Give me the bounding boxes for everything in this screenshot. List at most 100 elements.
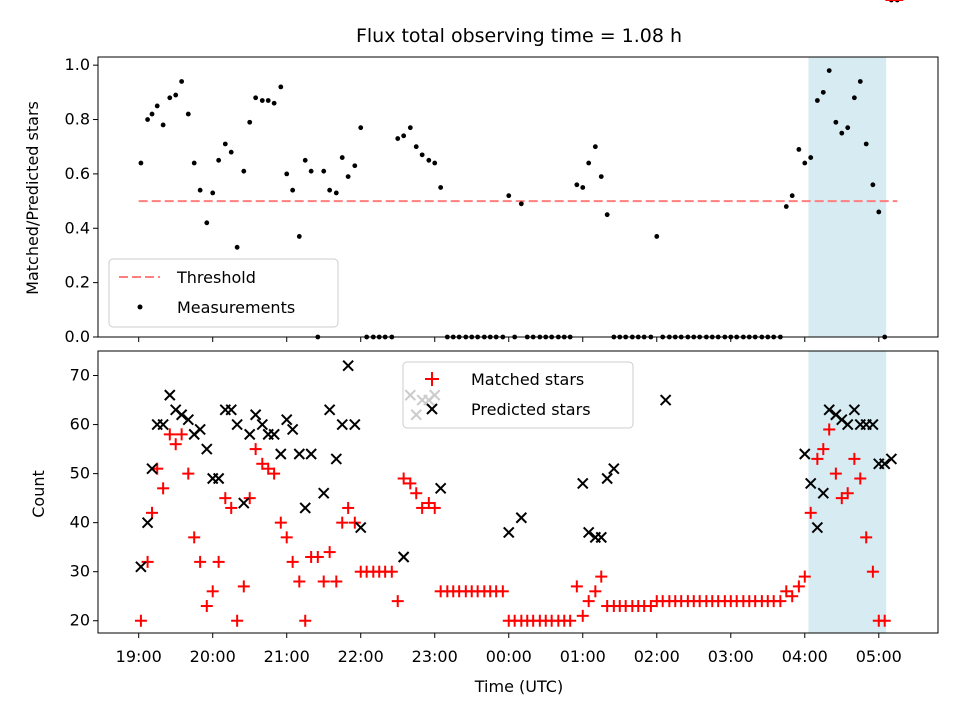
matched-star-point <box>231 614 244 627</box>
predicted-star-stroke-b <box>146 462 158 475</box>
predicted-star-point <box>842 418 854 431</box>
top-legend-box <box>108 258 339 328</box>
measurement-point <box>604 212 610 218</box>
predicted-star-stroke-b <box>842 418 854 431</box>
matched-star-point <box>141 555 154 568</box>
measurement-point <box>228 149 234 155</box>
matched-star-point <box>798 570 811 583</box>
predicted-star-stroke-b <box>299 502 311 514</box>
measurement-point <box>197 187 203 193</box>
measurement-point <box>333 190 339 196</box>
predicted-star-stroke-b <box>342 360 354 372</box>
measurement-point <box>518 201 524 207</box>
predicted-star-stroke-b <box>201 443 213 455</box>
predicted-star-stroke-b <box>212 472 225 485</box>
predicted-star-point <box>799 448 811 460</box>
matched-star-point <box>804 506 817 519</box>
top-y-ticks: 0.0 0.2 0.4 0.6 0.8 1.0 <box>65 55 98 346</box>
measurement-point <box>185 111 191 117</box>
predicted-star-point <box>879 458 891 470</box>
bottom-x-tick-label: 21:00 <box>264 647 310 666</box>
predicted-star-point <box>157 418 169 431</box>
matched-star-point <box>576 609 589 622</box>
legend-predicted-label: Predicted stars <box>471 400 591 419</box>
matched-star-point <box>280 531 293 544</box>
measurement-point <box>654 234 660 239</box>
predicted-star-point <box>885 453 898 465</box>
predicted-star-point <box>256 418 269 431</box>
measurement-point <box>839 130 845 136</box>
matched-star-point <box>348 516 361 529</box>
bottom-x-tick-label: 01:00 <box>560 647 606 666</box>
matched-star-point <box>397 472 410 485</box>
matched-star-point <box>428 501 441 514</box>
measurement-point <box>432 160 438 166</box>
matched-star-point <box>582 595 595 608</box>
matched-star-point <box>200 600 213 613</box>
top-y-axis-label: Matched/Predicted stars <box>23 101 42 295</box>
matched-star-point <box>206 585 219 598</box>
matched-star-point <box>274 516 287 529</box>
bottom-y-tick-label: 40 <box>70 513 90 532</box>
x-axis-label: Time (UTC) <box>474 677 563 696</box>
top-y-tick-label: 0.2 <box>65 273 90 292</box>
matched-star-point <box>157 482 170 495</box>
predicted-star-point <box>434 482 447 495</box>
measurement-point <box>796 147 802 152</box>
top-y-tick-label: 0.6 <box>65 164 90 183</box>
matched-star-point <box>774 595 787 608</box>
predicted-star-stroke-b <box>848 404 861 416</box>
predicted-star-point <box>503 526 515 539</box>
predicted-star-point <box>299 502 311 514</box>
top-y-tick-label: 0.0 <box>65 327 90 346</box>
predicted-star-stroke-b <box>397 551 410 563</box>
predicted-star-stroke-b <box>601 472 613 485</box>
legend-predicted-swatch <box>426 403 438 415</box>
predicted-star-point <box>182 413 194 426</box>
predicted-star-stroke-b <box>275 448 287 460</box>
matched-star-point <box>169 438 182 451</box>
predicted-star-point <box>582 526 595 539</box>
predicted-star-stroke-b <box>281 413 293 426</box>
measurement-point <box>438 185 444 190</box>
bottom-x-tick-label: 19:00 <box>116 647 162 666</box>
predicted-star-point <box>275 448 287 460</box>
measurement-point <box>154 103 160 109</box>
predicted-star-stroke-b <box>256 418 269 431</box>
predicted-star-point <box>330 453 343 465</box>
predicted-star-stroke-b <box>595 531 607 544</box>
bottom-legend: Matched stars Predicted stars <box>402 361 634 429</box>
predicted-star-point <box>175 409 188 421</box>
predicted-star-point <box>194 423 206 436</box>
matched-star-point <box>175 428 188 441</box>
matched-star-point <box>212 555 225 568</box>
predicted-star-stroke-b <box>582 526 595 539</box>
predicted-star-point <box>249 409 262 421</box>
legend-threshold-label: Threshold <box>176 268 256 287</box>
measurement-point <box>216 157 222 163</box>
measurement-point <box>820 89 826 95</box>
measurement-point <box>204 220 210 226</box>
predicted-star-stroke-b <box>286 423 299 436</box>
predicted-star-stroke-b <box>349 418 361 431</box>
top-y-tick-label: 0.4 <box>65 218 90 237</box>
predicted-star-point <box>659 394 672 406</box>
predicted-star-point <box>238 497 250 509</box>
predicted-star-point <box>135 561 147 573</box>
predicted-star-stroke-b <box>293 448 306 460</box>
predicted-star-stroke-b <box>799 448 811 460</box>
predicted-star-stroke-b <box>164 389 176 401</box>
matched-star-point <box>878 614 891 627</box>
legend-matched-label: Matched stars <box>471 370 584 389</box>
measurement-point <box>857 79 863 84</box>
predicted-star-point <box>823 404 835 416</box>
predicted-star-stroke-b <box>830 409 842 421</box>
predicted-star-point <box>397 551 410 563</box>
matched-star-point <box>146 506 159 519</box>
bottom-y-axis-label: Count <box>29 470 48 518</box>
predicted-star-stroke-b <box>659 394 672 406</box>
predicted-star-stroke-b <box>225 404 237 416</box>
bottom-x-tick-label: 05:00 <box>856 647 902 666</box>
measurement-point <box>241 168 247 174</box>
matched-star-point <box>848 452 861 465</box>
